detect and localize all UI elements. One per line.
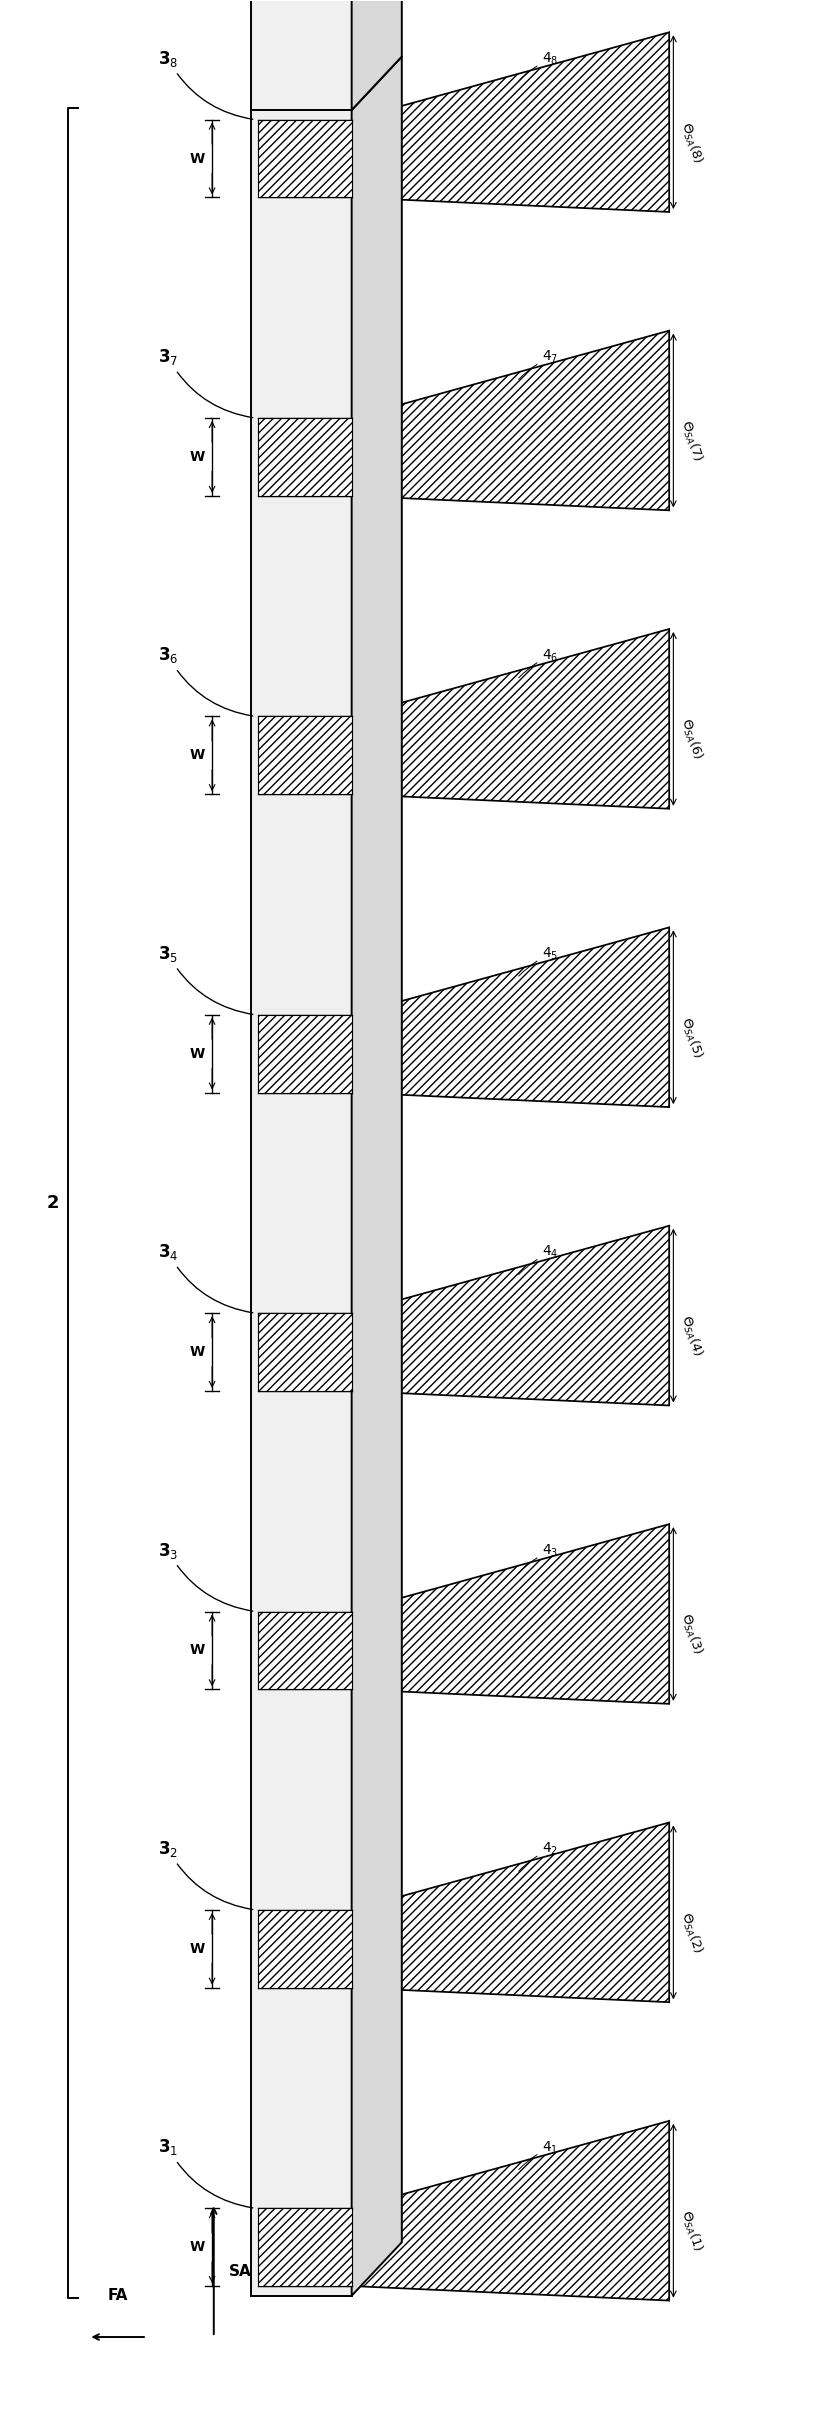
Text: $\Theta_{SA}$(4): $\Theta_{SA}$(4) bbox=[675, 1312, 704, 1358]
Text: $\Theta_{SA}$(3): $\Theta_{SA}$(3) bbox=[675, 1611, 704, 1657]
Polygon shape bbox=[257, 1611, 351, 1689]
Text: $\Theta_{SA}$(7): $\Theta_{SA}$(7) bbox=[675, 418, 704, 464]
Polygon shape bbox=[351, 0, 401, 109]
Text: $\Theta_{SA}$(1): $\Theta_{SA}$(1) bbox=[675, 2209, 704, 2255]
Polygon shape bbox=[351, 330, 669, 510]
Text: 2: 2 bbox=[46, 1193, 59, 1213]
Text: 3$_{6}$: 3$_{6}$ bbox=[157, 646, 252, 717]
Text: 4$_{8}$: 4$_{8}$ bbox=[518, 51, 558, 80]
Text: 4$_{7}$: 4$_{7}$ bbox=[518, 350, 558, 379]
Polygon shape bbox=[351, 928, 669, 1108]
Text: 4$_{2}$: 4$_{2}$ bbox=[518, 1842, 558, 1871]
Text: W: W bbox=[189, 450, 205, 464]
Text: W: W bbox=[189, 1047, 205, 1059]
Text: W: W bbox=[189, 151, 205, 165]
Text: SA: SA bbox=[228, 2265, 252, 2279]
Polygon shape bbox=[251, 56, 401, 109]
Text: 3$_{8}$: 3$_{8}$ bbox=[157, 49, 252, 119]
Text: W: W bbox=[189, 748, 205, 763]
Polygon shape bbox=[257, 2209, 351, 2287]
Text: $\Theta_{SA}$(8): $\Theta_{SA}$(8) bbox=[675, 119, 704, 165]
Polygon shape bbox=[257, 119, 351, 197]
Text: $\Theta_{SA}$(2): $\Theta_{SA}$(2) bbox=[675, 1910, 704, 1956]
Text: W: W bbox=[189, 1346, 205, 1358]
Text: 3$_{7}$: 3$_{7}$ bbox=[157, 347, 252, 418]
Polygon shape bbox=[351, 1524, 669, 1703]
Polygon shape bbox=[257, 1312, 351, 1390]
Text: W: W bbox=[189, 1942, 205, 1956]
Polygon shape bbox=[257, 717, 351, 795]
Text: 3$_{2}$: 3$_{2}$ bbox=[158, 1840, 252, 1910]
Text: 4$_{3}$: 4$_{3}$ bbox=[518, 1543, 558, 1572]
Polygon shape bbox=[251, 109, 351, 2296]
Text: 4$_{5}$: 4$_{5}$ bbox=[518, 945, 558, 977]
Polygon shape bbox=[257, 418, 351, 496]
Text: W: W bbox=[189, 1643, 205, 1657]
Text: 3$_{1}$: 3$_{1}$ bbox=[157, 2138, 252, 2209]
Text: 4$_{6}$: 4$_{6}$ bbox=[518, 646, 558, 678]
Polygon shape bbox=[351, 1822, 669, 2002]
Text: 4$_{1}$: 4$_{1}$ bbox=[518, 2138, 558, 2170]
Polygon shape bbox=[351, 56, 401, 2296]
Text: $\Theta_{SA}$(5): $\Theta_{SA}$(5) bbox=[675, 1016, 704, 1059]
Text: 3$_{4}$: 3$_{4}$ bbox=[157, 1242, 252, 1312]
Text: FA: FA bbox=[107, 2289, 128, 2304]
Text: 4$_{4}$: 4$_{4}$ bbox=[518, 1244, 558, 1273]
Polygon shape bbox=[251, 0, 351, 109]
Polygon shape bbox=[351, 1225, 669, 1405]
Text: 3$_{3}$: 3$_{3}$ bbox=[157, 1541, 252, 1611]
Polygon shape bbox=[351, 32, 669, 211]
Polygon shape bbox=[257, 1016, 351, 1094]
Text: 3$_{5}$: 3$_{5}$ bbox=[157, 943, 252, 1013]
Text: $\Theta_{SA}$(6): $\Theta_{SA}$(6) bbox=[675, 717, 704, 763]
Polygon shape bbox=[351, 2121, 669, 2301]
Polygon shape bbox=[351, 629, 669, 809]
Polygon shape bbox=[257, 1910, 351, 1988]
Text: W: W bbox=[189, 2240, 205, 2255]
